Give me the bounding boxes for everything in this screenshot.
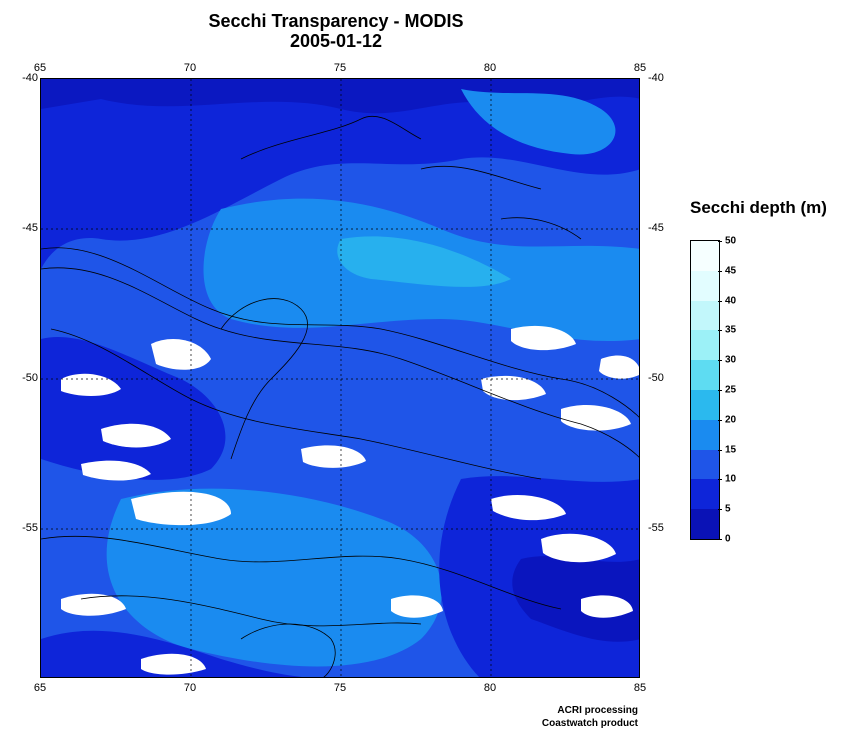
colorbar-segment	[691, 300, 719, 331]
colorbar-segment	[691, 390, 719, 421]
colorbar-segment	[691, 241, 719, 272]
map-date: 2005-01-12	[289, 31, 383, 51]
bathymetry-contours	[41, 115, 639, 677]
colorbar-tick	[718, 360, 722, 362]
colorbar-tick	[718, 449, 722, 451]
colorbar-label: 0	[725, 533, 731, 545]
colorbar-label: 50	[725, 235, 737, 247]
lon-tick-top: 85	[633, 62, 647, 74]
colorbar-tick	[718, 300, 722, 302]
light-streak-center	[337, 236, 511, 287]
colorbar-tick	[718, 479, 722, 481]
colorbar-segment	[691, 509, 719, 540]
colorbar-segment	[691, 419, 719, 451]
lat-tick-right: -40	[648, 72, 664, 84]
lon-tick-top: 70	[183, 62, 197, 74]
map-title: Secchi Transparency - MODIS	[208, 11, 464, 31]
lon-tick-bottom: 75	[333, 682, 347, 694]
mid-patch-ne	[461, 89, 616, 155]
colorbar-segment	[691, 360, 719, 391]
colorbar-tick	[718, 390, 722, 391]
no-data-clouds	[61, 325, 639, 675]
colorbar-label: 10	[725, 473, 737, 485]
lon-tick-bottom: 85	[633, 682, 647, 694]
colorbar-label: 35	[725, 324, 737, 336]
deep-band-north	[41, 79, 639, 114]
colorbar-tick	[718, 270, 722, 272]
lat-tick-left: -45	[22, 222, 38, 234]
colorbar	[690, 240, 720, 540]
dark-patch-west	[41, 337, 226, 480]
lon-tick-bottom: 65	[33, 682, 47, 694]
colorbar-tick	[718, 539, 722, 540]
colorbar-label: 15	[725, 444, 737, 456]
lon-tick-bottom: 70	[183, 682, 197, 694]
colorbar-label: 25	[725, 384, 737, 396]
lat-tick-left: -50	[22, 372, 38, 384]
colorbar-tick	[718, 330, 722, 332]
graticule	[41, 79, 639, 677]
colorbar-label: 45	[725, 265, 737, 277]
low-transparency-north	[41, 79, 639, 269]
credit-product: Coastwatch product	[541, 718, 638, 729]
lat-tick-right: -45	[648, 222, 664, 234]
secchi-map	[40, 78, 640, 678]
lat-tick-right: -50	[648, 372, 664, 384]
lon-tick-top: 80	[483, 62, 497, 74]
colorbar-tick	[718, 419, 722, 421]
colorbar-tick	[718, 509, 722, 511]
colorbar-label: 20	[725, 414, 737, 426]
lat-tick-right: -55	[648, 522, 664, 534]
colorbar-label: 40	[725, 295, 737, 307]
lon-tick-bottom: 80	[483, 682, 497, 694]
lat-tick-left: -40	[22, 72, 38, 84]
deep-patch-se	[512, 556, 639, 642]
legend-title: Secchi depth (m)	[690, 198, 827, 217]
map-canvas	[41, 79, 639, 677]
colorbar-segment	[691, 449, 719, 480]
colorbar-segment	[691, 330, 719, 361]
lon-tick-top: 75	[333, 62, 347, 74]
lon-tick-top: 65	[33, 62, 47, 74]
mid-patch-south	[106, 488, 442, 667]
lat-tick-left: -55	[22, 522, 38, 534]
colorbar-segment	[691, 270, 719, 302]
colorbar-label: 30	[725, 354, 737, 366]
credit-processing: ACRI processing	[557, 705, 638, 716]
colorbar-tick	[718, 241, 722, 242]
colorbar-segment	[691, 479, 719, 510]
colorbar-label: 5	[725, 503, 731, 515]
